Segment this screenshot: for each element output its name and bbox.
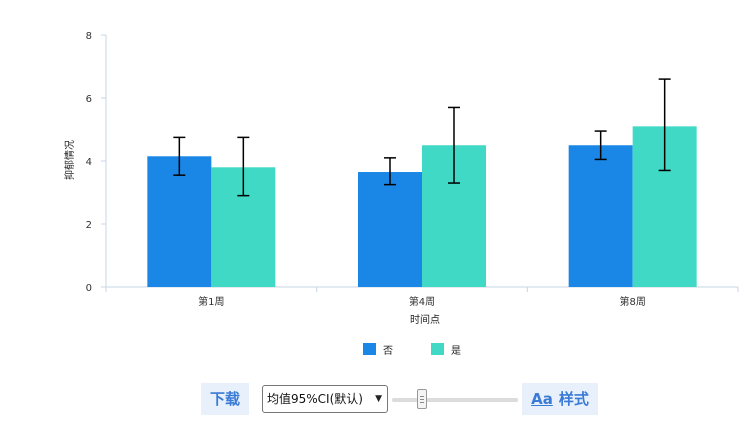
style-button-label: 样式 bbox=[558, 390, 589, 408]
x-tick-label: 第4周 bbox=[409, 295, 435, 308]
style-button[interactable]: Aa 样式 bbox=[522, 383, 598, 415]
y-axis: 0 2 4 6 8 bbox=[86, 31, 107, 294]
bar-series1 bbox=[568, 145, 633, 287]
legend-label: 否 bbox=[383, 345, 393, 357]
bar-chart: 02468 第1周 第4周 第8周 抑郁情况 时间点 否是 bbox=[63, 31, 739, 357]
slider-track[interactable] bbox=[392, 398, 518, 402]
y-tick-label: 0 bbox=[86, 283, 92, 294]
y-tick-label: 4 bbox=[86, 157, 92, 168]
y-axis-title: 抑郁情况 bbox=[63, 140, 76, 180]
ci-select[interactable]: 均值95%CI(默认) ▼ bbox=[262, 385, 388, 413]
download-button[interactable]: 下载 bbox=[201, 383, 249, 415]
chart-controls: 下载 均值95%CI(默认) ▼ Aa 样式 bbox=[0, 383, 740, 415]
x-tick-label: 第1周 bbox=[198, 295, 224, 308]
y-tick-label: 6 bbox=[86, 94, 92, 105]
bar-series1 bbox=[358, 172, 422, 287]
legend: 否是 bbox=[363, 343, 461, 357]
y-tick-label: 2 bbox=[86, 220, 92, 231]
y-tick-label: 8 bbox=[86, 31, 92, 42]
chevron-down-icon: ▼ bbox=[375, 394, 382, 404]
slider-handle[interactable] bbox=[417, 389, 427, 409]
bars bbox=[147, 126, 697, 287]
bar-series1 bbox=[147, 156, 212, 287]
x-tick-label: 第8周 bbox=[619, 295, 645, 308]
legend-swatch bbox=[363, 343, 376, 355]
x-axis: 第1周 第4周 第8周 bbox=[105, 286, 739, 308]
x-axis-title: 时间点 bbox=[410, 313, 440, 326]
legend-label: 是 bbox=[451, 345, 461, 357]
ci-select-value: 均值95%CI(默认) bbox=[267, 392, 363, 406]
text-style-icon: Aa bbox=[531, 390, 553, 408]
legend-swatch bbox=[431, 343, 444, 355]
error-bars bbox=[173, 78, 671, 197]
